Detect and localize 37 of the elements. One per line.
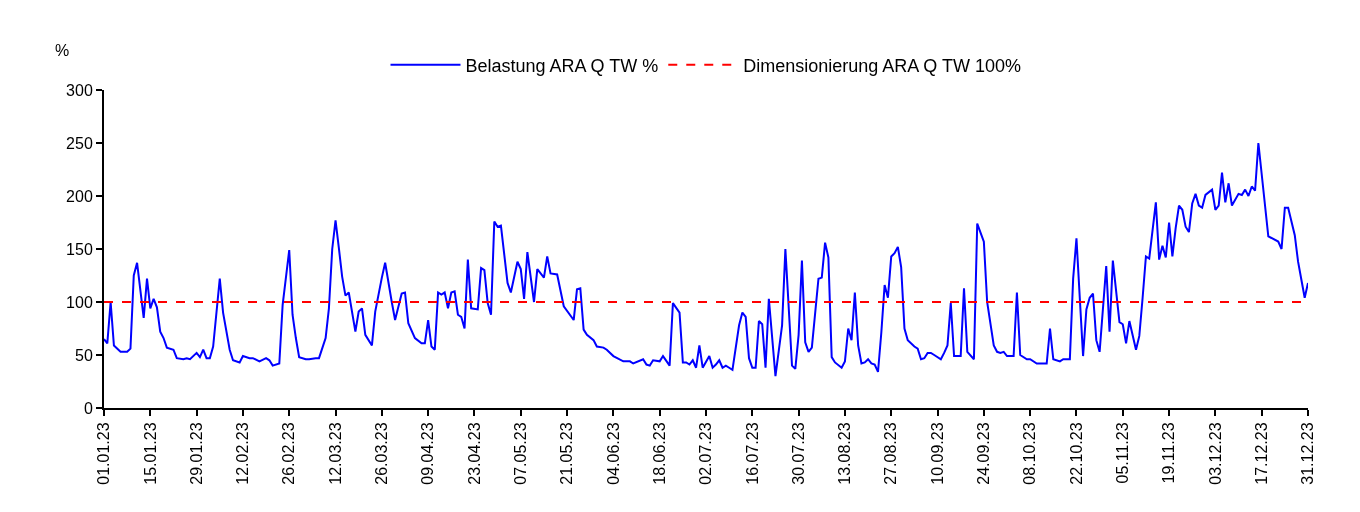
y-tick-label: 0	[83, 399, 93, 417]
x-tick-label: 08.10.23	[1021, 422, 1039, 485]
y-tick-label: 50	[75, 346, 93, 364]
x-tick-label: 01.01.23	[95, 422, 113, 485]
x-tick-label: 26.02.23	[280, 422, 298, 485]
x-tick-label: 10.09.23	[928, 422, 946, 485]
x-tick-label: 13.08.23	[836, 422, 854, 485]
x-tick-label: 02.07.23	[697, 422, 715, 485]
x-tick-label: 31.12.23	[1299, 422, 1317, 485]
legend-label: Belastung ARA Q TW %	[465, 55, 659, 76]
x-tick-label: 29.01.23	[187, 422, 205, 485]
x-tick-label: 27.08.23	[882, 422, 900, 485]
x-tick-label: 23.04.23	[465, 422, 483, 485]
x-tick-label: 24.09.23	[975, 422, 993, 485]
y-tick-label: 300	[66, 81, 93, 99]
x-tick-label: 03.12.23	[1206, 422, 1224, 485]
x-tick-label: 22.10.23	[1067, 422, 1085, 485]
x-tick-label: 21.05.23	[558, 422, 576, 485]
x-tick-label: 18.06.23	[650, 422, 668, 485]
legend-label: Dimensionierung ARA Q TW 100%	[743, 55, 1022, 76]
x-tick-label: 12.02.23	[234, 422, 252, 485]
x-tick-label: 19.11.23	[1160, 422, 1178, 484]
y-tick-label: 150	[66, 240, 93, 258]
x-tick-label: 26.03.23	[373, 422, 391, 485]
y-axis-title: %	[55, 42, 70, 59]
x-tick-label: 30.07.23	[789, 422, 807, 485]
x-tick-label: 17.12.23	[1252, 422, 1270, 485]
x-tick-label: 09.04.23	[419, 422, 437, 485]
y-tick-label: 250	[66, 134, 93, 152]
x-tick-label: 05.11.23	[1113, 422, 1131, 484]
x-tick-label: 04.06.23	[604, 422, 622, 485]
x-tick-label: 07.05.23	[511, 422, 529, 485]
x-tick-label: 16.07.23	[743, 422, 761, 485]
x-tick-label: 12.03.23	[326, 422, 344, 485]
y-tick-label: 200	[66, 187, 93, 205]
x-tick-label: 15.01.23	[141, 422, 159, 485]
y-tick-label: 100	[66, 293, 93, 311]
